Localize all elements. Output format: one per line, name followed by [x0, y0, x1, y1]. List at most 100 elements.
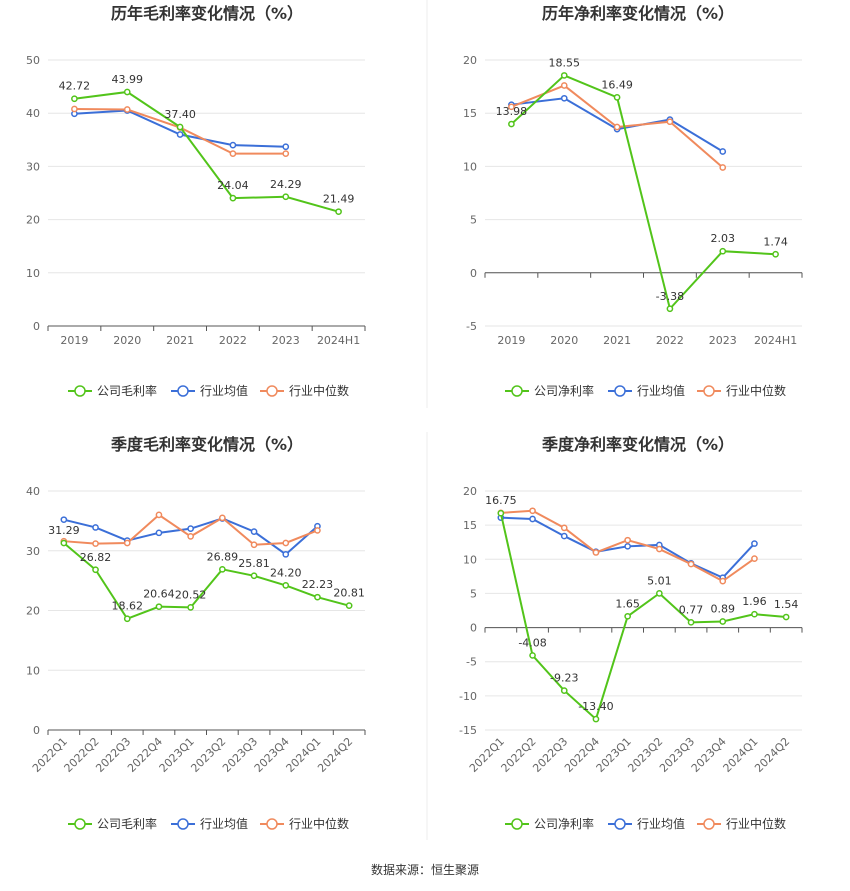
data-label: 2.03: [711, 232, 736, 245]
data-point-company: [71, 95, 78, 103]
chart-panel-2: 历年净利率变化情况（%） -5 0 5 10 15 20 2019 2020 2021 2022 20…: [463, 4, 803, 398]
y-tick-label: 50: [26, 54, 40, 67]
data-point-industry-avg: [60, 516, 68, 524]
data-point-company: [624, 612, 632, 620]
legend-item-company[interactable]: 公司毛利率: [68, 383, 157, 398]
y-tick-label: 10: [463, 553, 477, 566]
data-label: 5.01: [647, 574, 672, 587]
data-label: 24.04: [217, 179, 249, 192]
y-tick-label: 20: [26, 605, 40, 618]
data-label: 16.75: [485, 494, 517, 507]
data-point-company: [250, 572, 258, 580]
data-label: 25.81: [238, 557, 270, 570]
x-tick-label: 2020: [550, 334, 578, 347]
y-tick-label: 30: [26, 160, 40, 173]
y-tick-label: -5: [466, 320, 477, 333]
data-label: 1.96: [742, 595, 767, 608]
chart-title: 历年净利率变化情况（%）: [542, 4, 734, 23]
data-label: 13.98: [496, 105, 528, 118]
data-label: 1.54: [774, 598, 799, 611]
data-point-industry-avg: [560, 532, 568, 540]
legend-label: 行业均值: [637, 816, 685, 831]
data-point-industry-median: [560, 524, 568, 532]
data-point-industry-median: [687, 560, 695, 568]
legend-item-company[interactable]: 公司净利率: [505, 816, 594, 831]
data-point-industry-avg: [155, 529, 163, 537]
x-tick-label: 2022: [656, 334, 684, 347]
legend-label: 行业均值: [200, 816, 248, 831]
legend-swatch-marker: [703, 385, 715, 397]
legend-item-industry-avg[interactable]: 行业均值: [171, 383, 248, 398]
data-label: 1.74: [763, 235, 788, 248]
data-point-industry-median: [282, 150, 290, 157]
data-label: -4.08: [518, 636, 546, 649]
data-point-company: [92, 566, 99, 574]
legend-label: 行业中位数: [726, 816, 786, 831]
series-line-company: [74, 90, 339, 213]
legend-item-industry-avg[interactable]: 行业均值: [608, 383, 685, 398]
data-point-industry-median: [282, 539, 290, 547]
data-point-company: [60, 539, 68, 547]
data-label: 37.40: [164, 108, 196, 121]
y-tick-label: 10: [463, 160, 477, 173]
y-tick-label: 0: [33, 724, 40, 737]
y-tick-label: 30: [26, 545, 40, 558]
legend-label: 公司毛利率: [97, 816, 157, 831]
legend-item-industry-avg[interactable]: 行业均值: [171, 816, 248, 831]
legend-swatch-marker: [74, 818, 86, 830]
data-point-industry-median: [508, 103, 515, 111]
data-point-industry-avg: [624, 542, 632, 550]
data-point-industry-avg: [529, 515, 536, 523]
x-tick-label: 2021: [166, 334, 194, 347]
legend-label: 公司净利率: [534, 383, 594, 398]
legend-label: 公司净利率: [534, 816, 594, 831]
x-tick-label: 2019: [60, 334, 88, 347]
data-point-industry-median: [92, 540, 99, 547]
data-point-industry-avg: [187, 525, 194, 532]
data-label: 24.20: [270, 566, 302, 579]
data-point-company: [529, 652, 536, 659]
legend-swatch-marker: [511, 818, 523, 830]
data-point-company: [335, 208, 342, 216]
data-label: 26.89: [207, 550, 239, 563]
y-tick-label: 5: [470, 214, 477, 227]
data-label: 20.52: [175, 588, 207, 601]
data-label: 21.49: [323, 193, 355, 206]
legend-swatch-marker: [177, 385, 189, 397]
data-label: 16.49: [601, 78, 633, 91]
data-label: 24.29: [270, 178, 302, 191]
data-point-company: [155, 603, 163, 611]
y-tick-label: 0: [470, 267, 477, 280]
data-point-industry-median: [250, 541, 258, 549]
legend-item-company[interactable]: 公司净利率: [505, 383, 594, 398]
legend-item-industry-median[interactable]: 行业中位数: [260, 383, 349, 398]
data-point-industry-median: [656, 545, 663, 553]
data-label: -13.40: [578, 700, 613, 713]
x-tick-label: 2021: [603, 334, 631, 347]
y-tick-label: 10: [26, 267, 40, 280]
legend-item-industry-avg[interactable]: 行业均值: [608, 816, 685, 831]
legend-item-industry-median[interactable]: 行业中位数: [260, 816, 349, 831]
data-point-industry-avg: [282, 550, 290, 558]
x-tick-label: 2023: [709, 334, 737, 347]
data-label: 0.89: [711, 602, 736, 615]
legend-swatch-marker: [266, 818, 278, 830]
data-point-company: [282, 193, 290, 201]
data-point-industry-median: [624, 536, 632, 544]
data-point-company: [613, 93, 621, 101]
data-point-company: [666, 305, 674, 313]
data-point-industry-median: [560, 82, 568, 89]
legend-item-industry-median[interactable]: 行业中位数: [697, 816, 786, 831]
y-tick-label: 20: [463, 54, 477, 67]
y-tick-label: 40: [26, 107, 40, 120]
chart-panel-4: 季度净利率变化情况（%）-15-10-5051015202022Q12022Q2…: [459, 435, 803, 831]
x-tick-label: 2022: [219, 334, 247, 347]
chart-title: 历年毛利率变化情况（%）: [111, 4, 303, 23]
legend-item-industry-median[interactable]: 行业中位数: [697, 383, 786, 398]
legend-label: 公司毛利率: [97, 383, 157, 398]
data-label: -9.23: [550, 672, 578, 685]
data-point-industry-avg: [560, 94, 568, 102]
series-line-company: [510, 74, 776, 311]
legend-item-company[interactable]: 公司毛利率: [68, 816, 157, 831]
